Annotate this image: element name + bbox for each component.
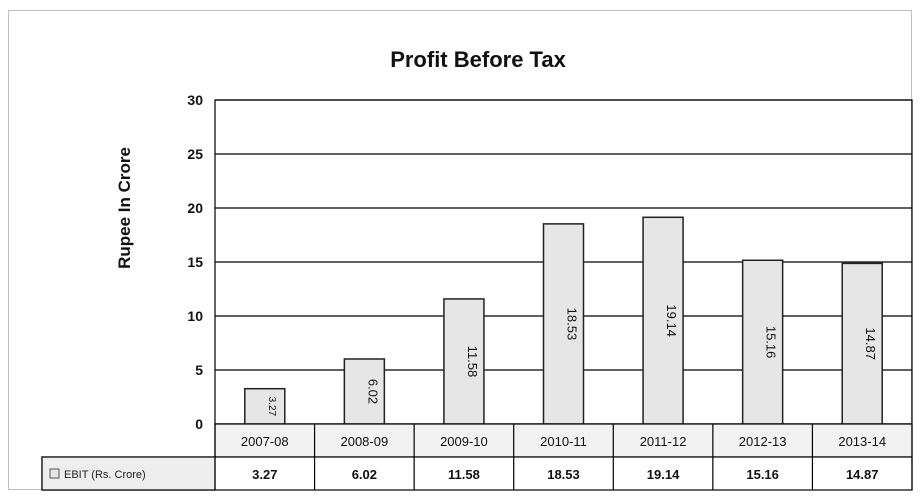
category-label: 2009-10 (440, 434, 488, 449)
bar (642, 216, 684, 425)
table-header-row (214, 423, 913, 458)
bars: 3.27 6.02 11.58 18.53 19.14 15.16 14.87 (244, 216, 883, 425)
legend-label: EBIT (Rs. Crore) (64, 469, 146, 481)
bar (443, 298, 485, 425)
category-label: 2007-08 (241, 434, 289, 449)
category-label: 2008-09 (340, 434, 388, 449)
bar (741, 259, 784, 425)
y-tick-label: 30 (187, 92, 203, 108)
table-value: 15.16 (746, 467, 779, 482)
y-ticks: 0 5 10 15 20 25 30 (187, 92, 203, 432)
table-value: 18.53 (547, 467, 580, 482)
y-tick-label: 10 (187, 308, 203, 324)
table-value: 6.02 (352, 467, 377, 482)
chart-title: Profit Before Tax (390, 47, 566, 72)
bar (343, 358, 386, 425)
bar-value-label: 15.16 (764, 326, 779, 359)
y-tick-label: 15 (187, 254, 203, 270)
legend-cell (41, 456, 216, 491)
table-value: 19.14 (647, 467, 680, 482)
y-tick-label: 0 (195, 416, 203, 432)
bar-value-label: 11.58 (465, 346, 480, 378)
bar (542, 223, 585, 425)
bar (841, 262, 883, 425)
y-tick-label: 25 (187, 146, 203, 162)
bar (244, 387, 286, 425)
y-axis-label: Rupee In Crore (115, 147, 134, 269)
category-label: 2013-14 (838, 434, 886, 449)
legend-swatch (49, 468, 60, 479)
bar-value-label: 19.14 (664, 304, 679, 337)
table-value: 14.87 (846, 467, 879, 482)
table-value: 3.27 (252, 467, 277, 482)
category-label: 2010-11 (540, 434, 587, 449)
bar-value-label: 6.02 (365, 379, 380, 404)
y-tick-label: 20 (187, 200, 203, 216)
bar-value-label: 3.27 (266, 397, 277, 417)
bar-value-label: 18.53 (565, 308, 580, 341)
category-label: 2011-12 (640, 434, 687, 449)
table-value: 11.58 (448, 467, 480, 482)
y-tick-label: 5 (195, 362, 203, 378)
category-label: 2012-13 (739, 434, 787, 449)
data-table: 2007-08 3.27 2008-09 6.02 2009-10 11.58 2010-1… (41, 423, 913, 491)
bar-value-label: 14.87 (863, 327, 878, 360)
